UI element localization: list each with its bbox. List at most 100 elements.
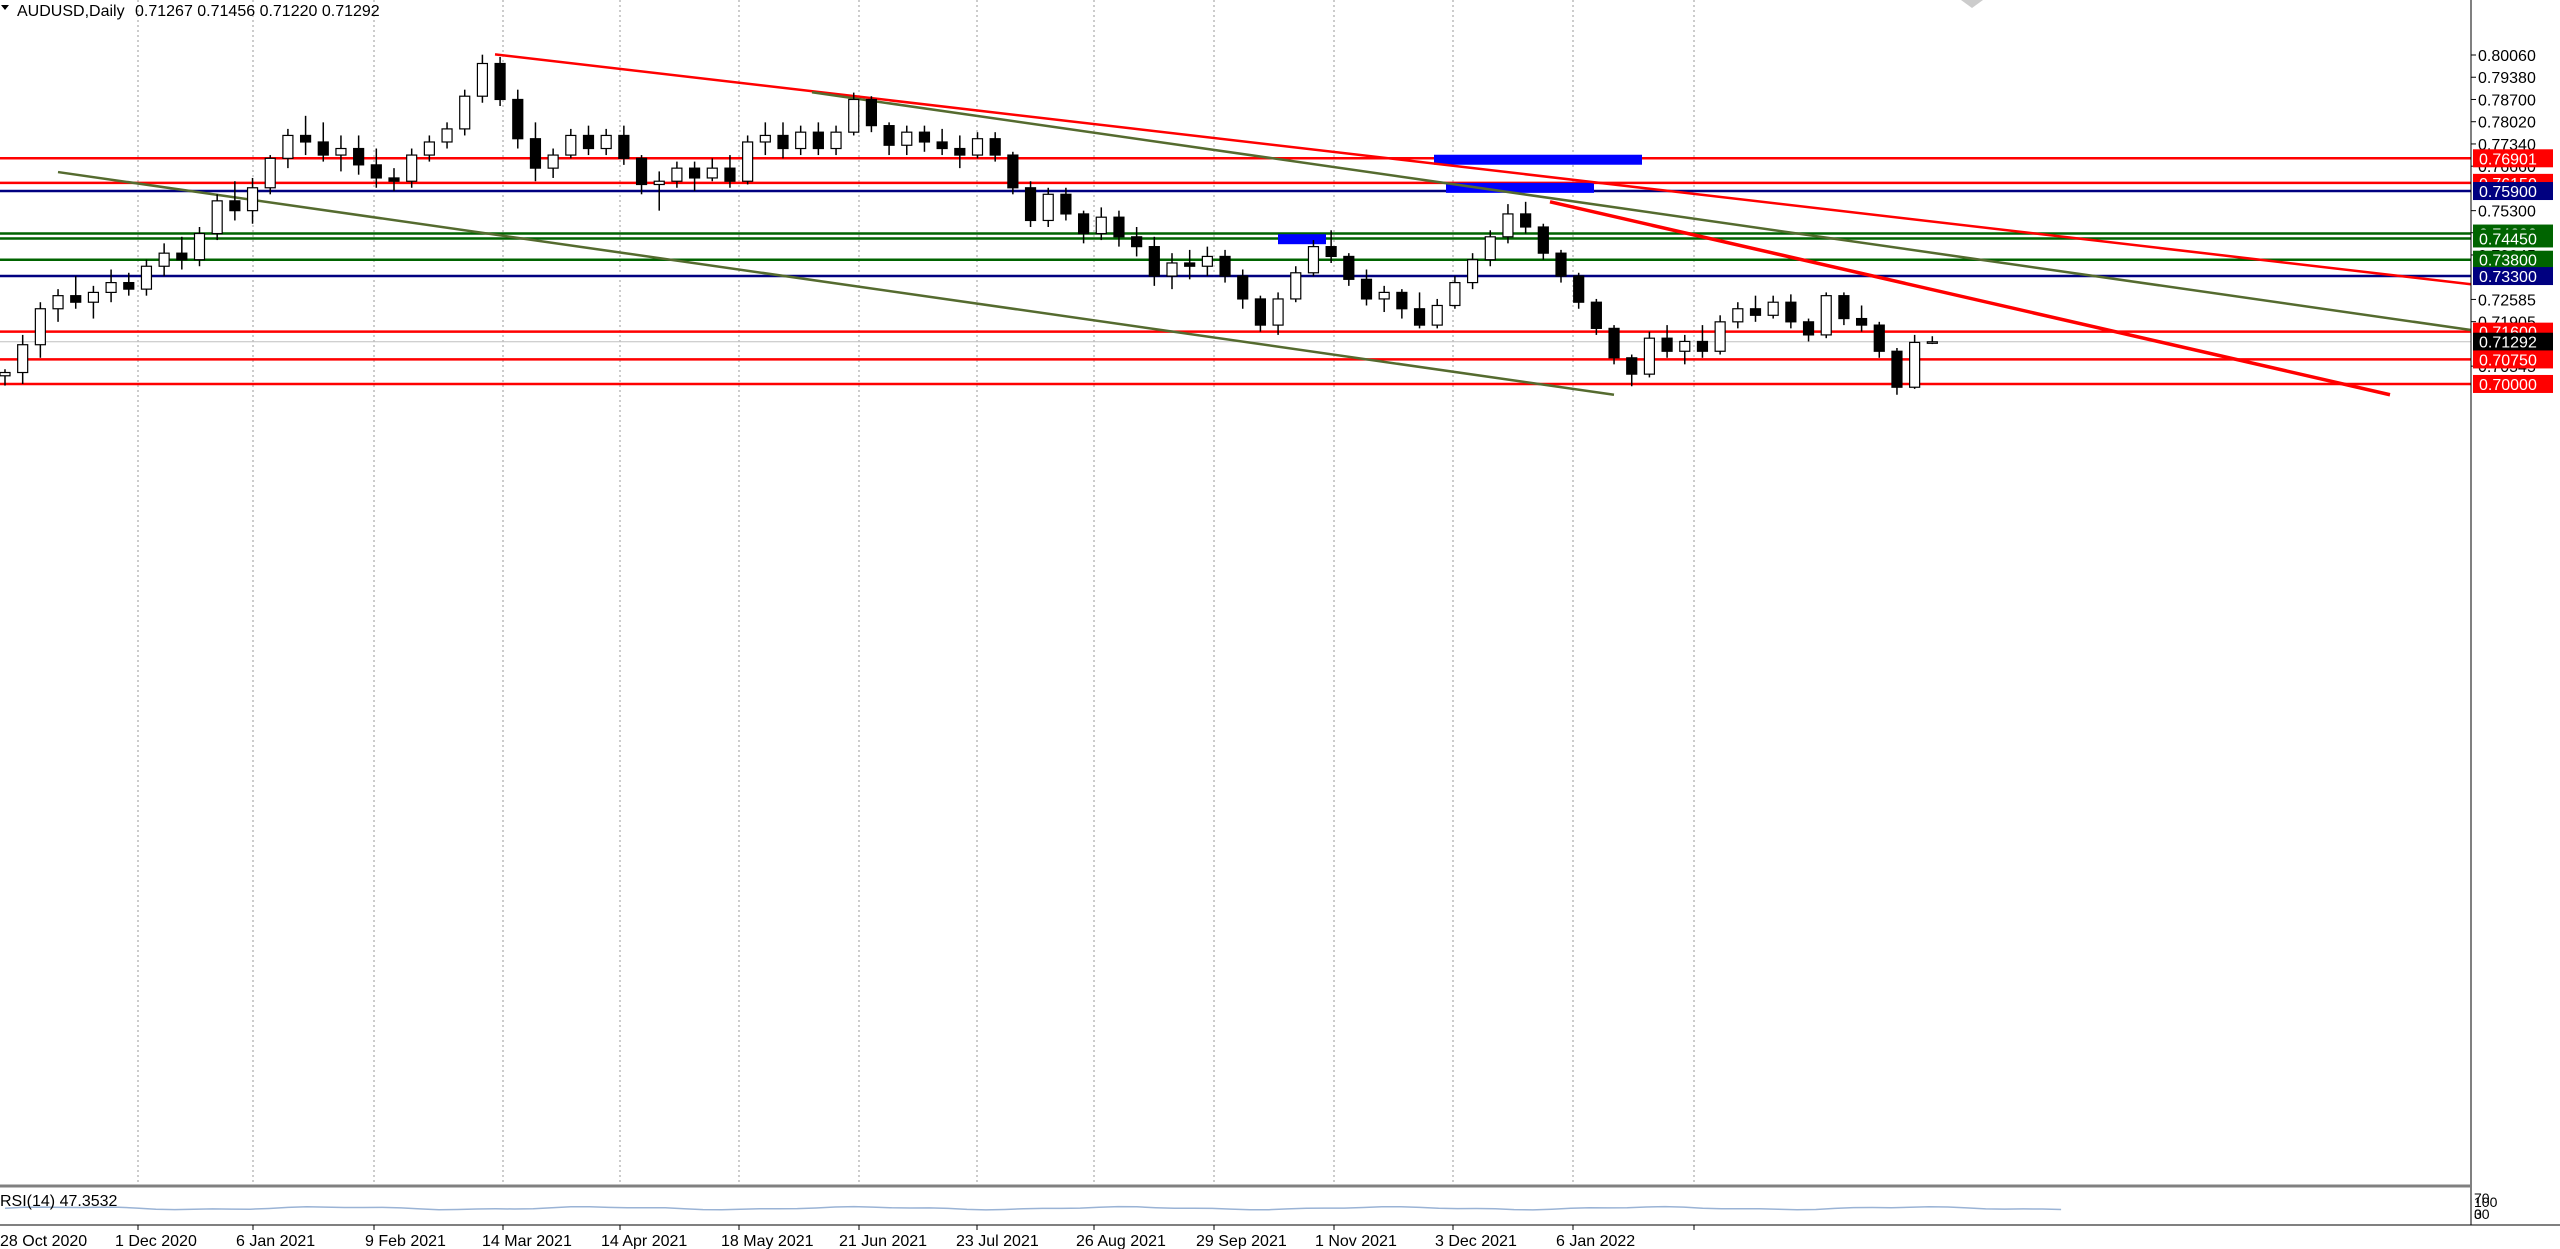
- zone-0: [1434, 154, 1642, 165]
- time-tick-1: 1 Dec 2020: [115, 1233, 197, 1249]
- candle-body-97: [1714, 321, 1726, 352]
- candle-body-41: [724, 167, 736, 182]
- level-tag-bg-0.71292: [2473, 332, 2553, 351]
- candle-body-11: [193, 232, 206, 261]
- candle-body-12: [211, 200, 223, 235]
- candle-body-20: [353, 147, 365, 166]
- candle-body-19: [335, 147, 347, 156]
- candle-body-45: [795, 131, 807, 150]
- candle-body-43: [759, 134, 771, 143]
- trendline-1: [811, 91, 2472, 332]
- trendlines: [57, 53, 2472, 397]
- level-tag-0.73800: 0.73800: [2479, 253, 2537, 270]
- candle-body-92: [1626, 357, 1638, 375]
- level-tag-0.71292: 0.71292: [2479, 335, 2537, 352]
- price-tick-0.78700: 0.78700: [2478, 92, 2536, 109]
- candle-body-73: [1290, 272, 1302, 300]
- time-tick-2: 6 Jan 2021: [236, 1233, 315, 1249]
- time-tick-3: 9 Feb 2021: [365, 1233, 446, 1249]
- candle-body-74: [1307, 246, 1320, 274]
- candle-body-81: [1431, 304, 1443, 326]
- trendline-0: [494, 53, 2472, 286]
- candle-body-2: [34, 308, 46, 346]
- candle-body-34: [600, 134, 612, 150]
- candle-body-35: [618, 134, 630, 159]
- candle-body-25: [441, 128, 453, 143]
- time-tick-4: 14 Mar 2021: [482, 1233, 572, 1249]
- candle-body-53: [936, 141, 948, 150]
- candle-body-26: [459, 95, 471, 130]
- candle-body-71: [1254, 298, 1267, 326]
- level-tag-0.70750: 0.70750: [2479, 352, 2537, 369]
- time-tick-6: 18 May 2021: [721, 1233, 814, 1249]
- candle-body-17: [299, 134, 312, 143]
- candle-body-54: [954, 147, 966, 156]
- price-tick-0.72585: 0.72585: [2478, 292, 2536, 309]
- candle-body-109: [1926, 341, 1938, 344]
- candle-body-56: [989, 138, 1001, 156]
- time-tick-5: 14 Apr 2021: [601, 1233, 687, 1249]
- scroll-marker-icon[interactable]: [1961, 0, 1983, 8]
- collapse-triangle-icon[interactable]: [1, 5, 9, 10]
- price-level-tags: 0.769010.761500.759000.746000.744500.738…: [2473, 149, 2553, 394]
- candle-body-87: [1537, 226, 1549, 254]
- rsi-scale-30: 30: [2474, 1206, 2490, 1222]
- candle-body-103: [1820, 295, 1832, 336]
- level-tag-bg-0.70000: [2473, 374, 2553, 393]
- candle-body-28: [494, 62, 506, 101]
- candle-body-64: [1131, 236, 1143, 248]
- zone-2: [1278, 234, 1326, 245]
- candle-body-37: [653, 180, 665, 186]
- level-tag-0.75900: 0.75900: [2479, 184, 2537, 201]
- candle-body-59: [1042, 193, 1054, 222]
- candle-body-67: [1184, 262, 1196, 267]
- candle-body-84: [1484, 236, 1496, 261]
- level-tag-bg-0.75900: [2473, 182, 2553, 201]
- candle-body-85: [1502, 213, 1514, 238]
- candle-body-1: [17, 344, 29, 374]
- candle-body-4: [70, 295, 82, 303]
- candle-body-98: [1732, 308, 1744, 323]
- level-tag-0.70000: 0.70000: [2479, 377, 2537, 394]
- candle-body-5: [87, 291, 100, 303]
- rsi-scale-0: 0: [2474, 1206, 2482, 1222]
- candle-body-47: [830, 131, 842, 150]
- candle-body-24: [423, 141, 435, 156]
- time-tick-9: 26 Aug 2021: [1076, 1233, 1166, 1249]
- candle-body-65: [1148, 246, 1160, 277]
- rsi-panel: RSI(14) 47.3532 100 70 30 0: [0, 1190, 2498, 1222]
- candle-body-38: [671, 167, 683, 182]
- candle-body-3: [52, 295, 64, 310]
- candle-body-9: [158, 252, 170, 267]
- candle-body-29: [512, 98, 524, 140]
- candle-body-10: [176, 252, 188, 261]
- candle-body-6: [105, 281, 117, 294]
- candle-body-42: [742, 141, 754, 182]
- candle-body-79: [1396, 291, 1408, 310]
- candle-body-46: [812, 131, 824, 150]
- candle-body-93: [1643, 337, 1656, 375]
- trendline-2: [1549, 200, 2391, 397]
- time-tick-12: 3 Dec 2021: [1435, 1233, 1517, 1249]
- candle-body-57: [1007, 154, 1019, 189]
- price-tick-0.75300: 0.75300: [2478, 204, 2536, 221]
- candle-body-30: [529, 138, 542, 169]
- candle-body-27: [476, 62, 489, 97]
- time-axis-ticks: 28 Oct 2020 1 Dec 2020 6 Jan 2021 9 Feb 202…: [0, 1225, 1695, 1249]
- level-tag-bg-0.73300: [2473, 267, 2553, 286]
- price-tick-0.79380: 0.79380: [2478, 70, 2536, 87]
- candle-body-94: [1661, 337, 1673, 352]
- candle-body-44: [777, 134, 789, 150]
- candle-body-55: [971, 138, 984, 156]
- rsi-line: [4, 1205, 2062, 1211]
- candle-body-88: [1555, 252, 1567, 277]
- time-tick-13: 6 Jan 2022: [1556, 1233, 1635, 1249]
- candle-body-90: [1590, 301, 1602, 329]
- price-tick-0.80060: 0.80060: [2478, 48, 2536, 65]
- candle-body-83: [1466, 259, 1479, 284]
- trendline-3: [57, 170, 1615, 396]
- candle-body-31: [547, 154, 559, 169]
- candle-body-7: [123, 281, 135, 290]
